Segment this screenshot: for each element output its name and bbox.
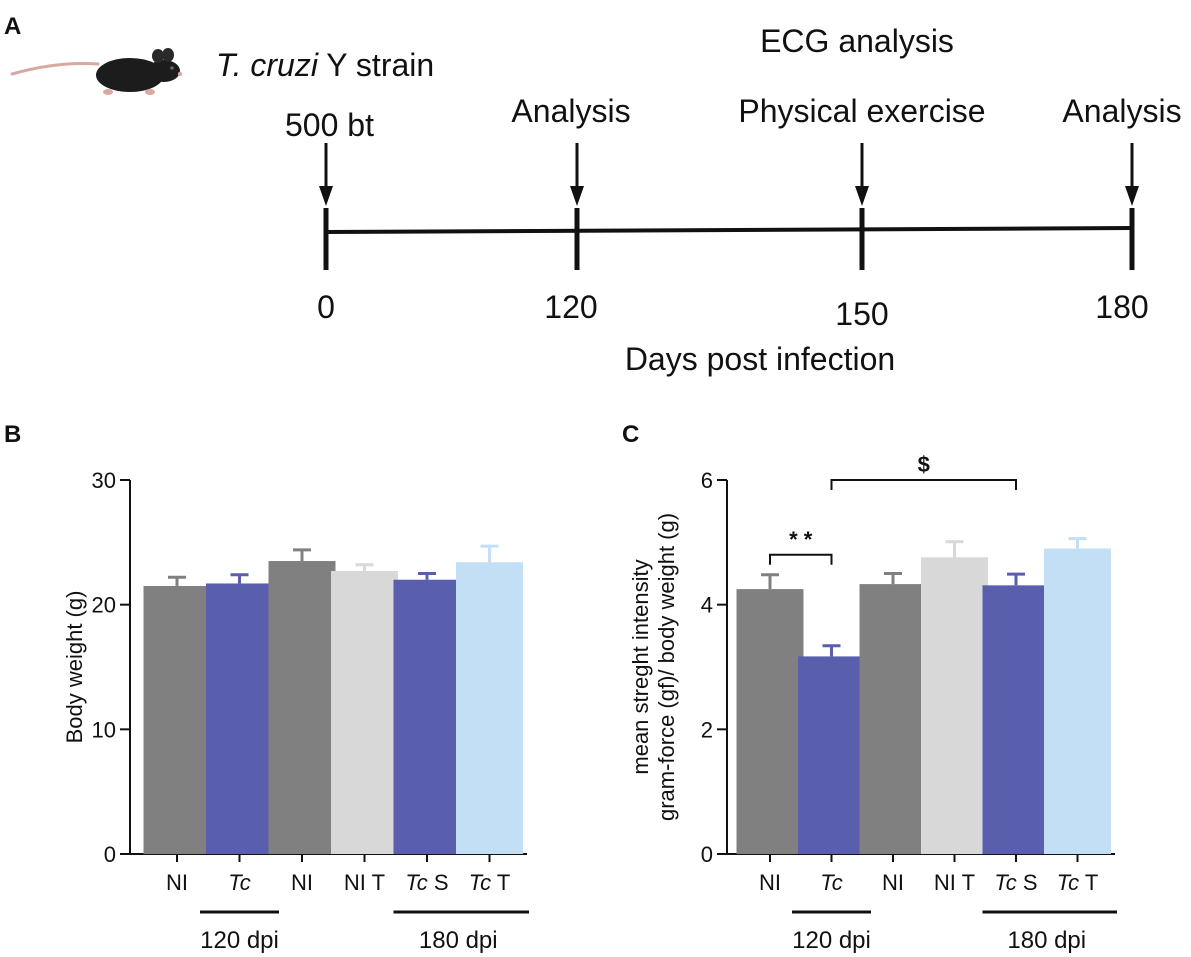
timeline-tick-label: 180	[1095, 289, 1148, 325]
x-category-text: T	[491, 870, 510, 895]
bar	[921, 557, 988, 854]
x-category-label: NI	[291, 870, 313, 895]
group-label: 120 dpi	[792, 927, 871, 954]
y-tick-label: 0	[701, 842, 713, 867]
x-category-label: Tc T	[469, 870, 511, 895]
group-label: 180 dpi	[1007, 927, 1086, 954]
bar	[798, 656, 865, 854]
x-category-text: NI	[166, 870, 188, 895]
strain-italic: T. cruzi	[216, 47, 319, 83]
significance-label: $	[918, 452, 930, 477]
bar	[859, 584, 927, 854]
group-label: 180 dpi	[419, 927, 498, 954]
y-axis-title: Body weight (g)	[62, 591, 87, 744]
x-category-text: S	[428, 870, 449, 895]
y-tick-label: 20	[92, 593, 116, 618]
y-axis-title-line: gram-force (gf)/ body weight (g)	[654, 513, 679, 821]
timeline-events: 500 bt 0 Analysis 120 Physical exercise 150 An…	[285, 93, 1182, 332]
x-category-label: Tc	[228, 870, 250, 895]
timeline-event-label: Analysis	[511, 93, 630, 129]
x-category-italic: Tc	[994, 870, 1016, 895]
x-category-label: Tc T	[1057, 870, 1099, 895]
timeline-axis-title: Days post infection	[625, 341, 895, 377]
timeline-arrow-head	[855, 186, 869, 206]
bar	[268, 561, 336, 854]
x-category-italic: Tc	[228, 870, 250, 895]
significance-bracket	[769, 553, 833, 565]
bar	[331, 571, 398, 854]
panel-b-label: B	[4, 421, 21, 448]
bar	[736, 589, 804, 854]
x-category-label: NI T	[344, 870, 385, 895]
chart-strength-intensity: 0 2 4 6 mean streght intensity gram-force (gf…	[628, 452, 1117, 954]
timeline-arrow-head	[570, 186, 584, 206]
bar	[1044, 548, 1111, 854]
significance-label: * *	[789, 527, 813, 552]
timeline-tick-label: 120	[544, 289, 597, 325]
bar	[206, 583, 273, 854]
timeline-axis	[325, 226, 1133, 234]
x-category-text: NI	[759, 870, 781, 895]
timeline-tick-label: 150	[835, 296, 888, 332]
y-axis-title-line: mean streght intensity	[628, 559, 653, 774]
x-category-text: NI	[882, 870, 904, 895]
x-category-text: S	[1017, 870, 1038, 895]
strain-label: T. cruzi Y strain	[216, 47, 434, 83]
bar	[393, 579, 461, 854]
timeline-event-label: 500 bt	[285, 107, 374, 143]
x-category-label: Tc	[820, 870, 842, 895]
y-tick-label: 10	[92, 717, 116, 742]
timeline-arrow-head	[1125, 186, 1139, 206]
strain-rest: Y strain	[318, 47, 434, 83]
y-tick-label: 6	[701, 468, 713, 493]
x-category-italic: Tc	[1057, 870, 1079, 895]
group-label: 120 dpi	[200, 927, 279, 954]
bar	[982, 585, 1050, 854]
y-tick-label: 4	[701, 593, 713, 618]
x-category-label: NI	[166, 870, 188, 895]
x-category-label: Tc S	[994, 870, 1037, 895]
panel-a-timeline: A T. cruzi Y strain ECG analysis 500 bt 0…	[4, 13, 1182, 377]
mouse-icon	[10, 48, 183, 95]
panel-c-label: C	[622, 421, 639, 448]
y-tick-label: 30	[92, 468, 116, 493]
x-category-text: NI	[291, 870, 313, 895]
y-tick-label: 2	[701, 717, 713, 742]
significance-bracket	[830, 479, 1017, 490]
x-category-text: NI T	[344, 870, 385, 895]
timeline-arrow-head	[319, 186, 333, 206]
panel-a-label: A	[4, 13, 21, 40]
x-category-label: NI	[759, 870, 781, 895]
timeline-event-label: Analysis	[1062, 93, 1181, 129]
x-category-label: Tc S	[405, 870, 448, 895]
timeline-event-label: Physical exercise	[738, 93, 985, 129]
x-category-label: NI	[882, 870, 904, 895]
bar	[143, 585, 211, 854]
x-category-italic: Tc	[405, 870, 427, 895]
x-category-italic: Tc	[820, 870, 842, 895]
x-category-text: T	[1079, 870, 1098, 895]
x-category-italic: Tc	[469, 870, 491, 895]
x-category-text: NI T	[934, 870, 975, 895]
y-tick-label: 0	[104, 842, 116, 867]
ecg-analysis-label: ECG analysis	[760, 23, 954, 59]
x-category-label: NI T	[934, 870, 975, 895]
bar	[456, 562, 523, 854]
timeline-tick-label: 0	[317, 289, 335, 325]
